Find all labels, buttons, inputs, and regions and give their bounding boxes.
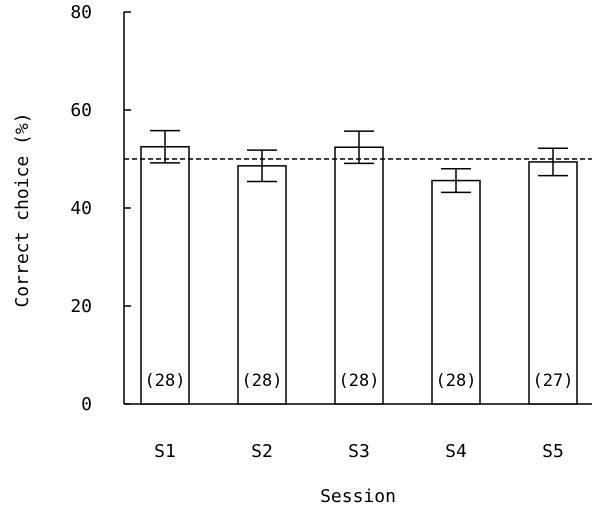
bar-S1 [140,146,190,405]
y-tick-label: 80 [70,2,92,23]
x-tick-label-S4: S4 [445,441,467,462]
x-tick-label-S2: S2 [251,441,273,462]
y-axis-label: Correct choice (%) [12,112,33,307]
bar-S3 [334,146,384,405]
bar-S2 [237,165,287,405]
x-axis-tick-labels: S1 S2 S3 S4 S5 [154,441,564,462]
x-tick-label-S3: S3 [348,441,370,462]
x-tick-label-S1: S1 [154,441,176,462]
y-tick-label: 60 [70,100,92,121]
bars-group [140,146,578,405]
y-tick-label: 20 [70,296,92,317]
n-label-S1: (28) [145,371,186,391]
n-label-S2: (28) [242,371,283,391]
n-label-S3: (28) [339,371,380,391]
n-label-S4: (28) [436,371,477,391]
x-tick-label-S5: S5 [542,441,564,462]
y-axis-ticks: 0 20 40 60 80 [70,2,131,415]
bar-S4 [431,179,481,405]
error-bars-group [150,129,568,194]
sample-size-labels: (28) (28) (28) (28) (27) [145,371,574,391]
n-label-S5: (27) [533,371,574,391]
y-tick-label: 40 [70,198,92,219]
x-axis-label: Session [320,486,396,507]
y-tick-label: 0 [81,394,92,415]
bar-S5 [528,161,578,405]
